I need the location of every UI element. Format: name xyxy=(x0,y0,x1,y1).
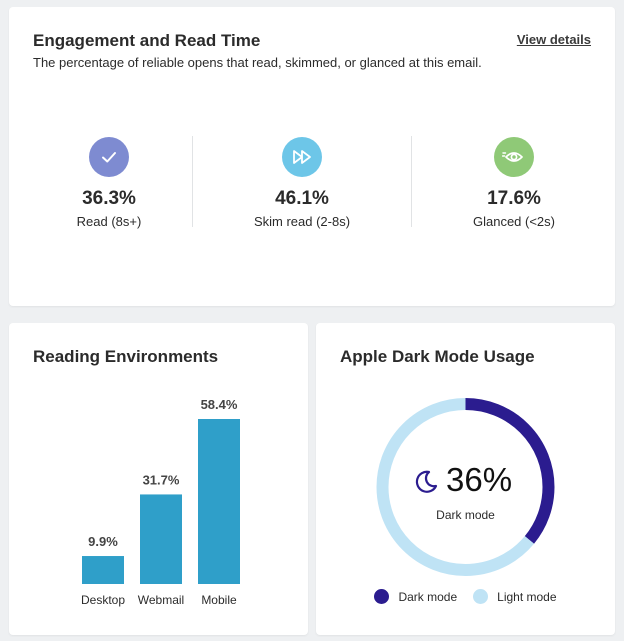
dark-mode-caption: Dark mode xyxy=(436,508,495,522)
legend-item-light-mode: Light mode xyxy=(473,589,557,604)
metric-label-skim: Skim read (2-8s) xyxy=(253,214,351,229)
legend-dot-dark-mode xyxy=(374,589,390,604)
metric-value-skim: 46.1% xyxy=(275,188,329,209)
metric-label-read: Read (8s+) xyxy=(76,214,142,229)
bar-category-label: Desktop xyxy=(81,593,125,607)
dark-mode-donut-chart xyxy=(376,398,555,576)
reading-environments-title: Reading Environments xyxy=(33,347,219,366)
legend-item-dark-mode: Dark mode xyxy=(374,589,457,604)
metric-glanced: 17.6% Glanced (<2s) xyxy=(414,137,614,229)
engagement-title: Engagement and Read Time xyxy=(33,31,261,50)
engagement-subtitle: The percentage of reliable opens that re… xyxy=(33,55,482,70)
dark-mode-legend: Dark mode Light mode xyxy=(316,589,615,604)
reading-environments-bar-chart: 9.9% Desktop 31.7% Webmail 58.4% Mobile xyxy=(81,397,240,607)
eye-icon xyxy=(502,152,523,162)
bar-desktop xyxy=(82,556,124,584)
metric-value-read: 36.3% xyxy=(82,188,136,209)
bar-mobile xyxy=(198,419,240,584)
dark-mode-percentage: 36% xyxy=(446,461,513,498)
bar-webmail xyxy=(140,494,182,584)
bar-category-label: Mobile xyxy=(201,593,237,607)
metric-icon-glanced xyxy=(494,137,534,177)
dark-mode-card: Apple Dark Mode Usage 36% Dark mode Dark… xyxy=(316,323,615,635)
legend-dot-light-mode xyxy=(473,589,489,604)
bar-value-label: 58.4% xyxy=(201,397,238,412)
metric-skim: 46.1% Skim read (2-8s) xyxy=(202,137,402,229)
reading-environments-card: Reading Environments 9.9% Desktop 31.7% Web… xyxy=(9,323,308,635)
bar-value-label: 9.9% xyxy=(88,534,118,549)
metric-icon-read xyxy=(89,137,129,177)
dark-mode-title: Apple Dark Mode Usage xyxy=(340,347,535,366)
fast-forward-icon xyxy=(293,150,311,164)
metric-label-glanced: Glanced (<2s) xyxy=(472,214,555,229)
legend-label-light-mode: Light mode xyxy=(497,589,557,604)
legend-label-dark-mode: Dark mode xyxy=(398,589,458,604)
view-details-link[interactable]: View details xyxy=(516,32,591,47)
metric-divider xyxy=(192,136,193,227)
metric-read: 36.3% Read (8s+) xyxy=(9,137,209,229)
bar-value-label: 31.7% xyxy=(143,472,180,487)
bar-category-label: Webmail xyxy=(138,593,184,607)
engagement-card: Engagement and Read Time View details Th… xyxy=(9,7,615,306)
metric-divider xyxy=(411,136,412,227)
donut-slice-light-mode xyxy=(376,398,555,576)
metric-icon-skim xyxy=(282,137,322,177)
check-icon xyxy=(102,152,116,163)
moon-icon xyxy=(415,470,438,493)
metric-value-glanced: 17.6% xyxy=(487,188,541,209)
